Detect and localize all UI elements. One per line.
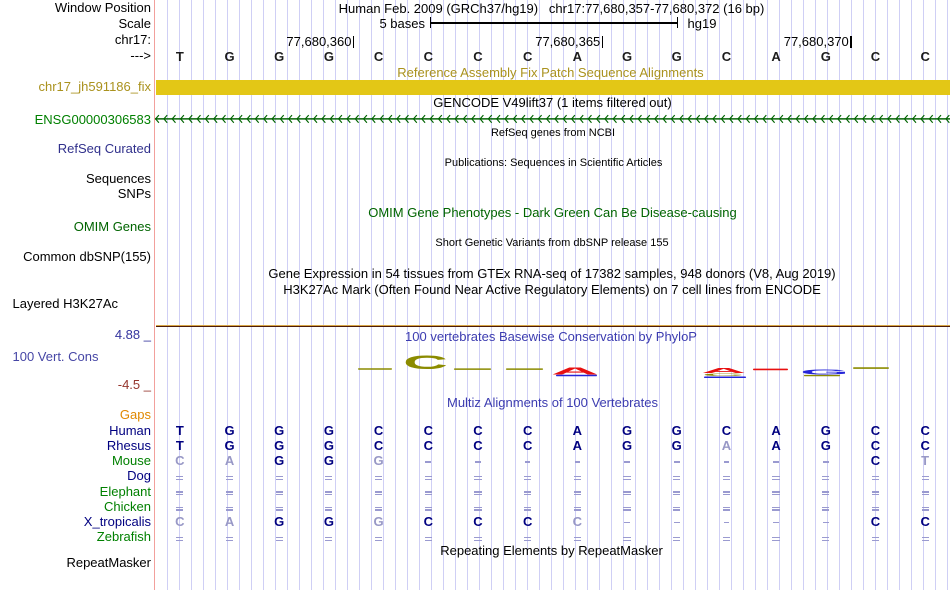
svg-text:A: A [551, 366, 599, 377]
svg-text:A: A [701, 367, 746, 375]
svg-text:C: C [702, 373, 743, 377]
svg-text:G: G [800, 368, 849, 376]
svg-text:C: C [403, 351, 448, 373]
